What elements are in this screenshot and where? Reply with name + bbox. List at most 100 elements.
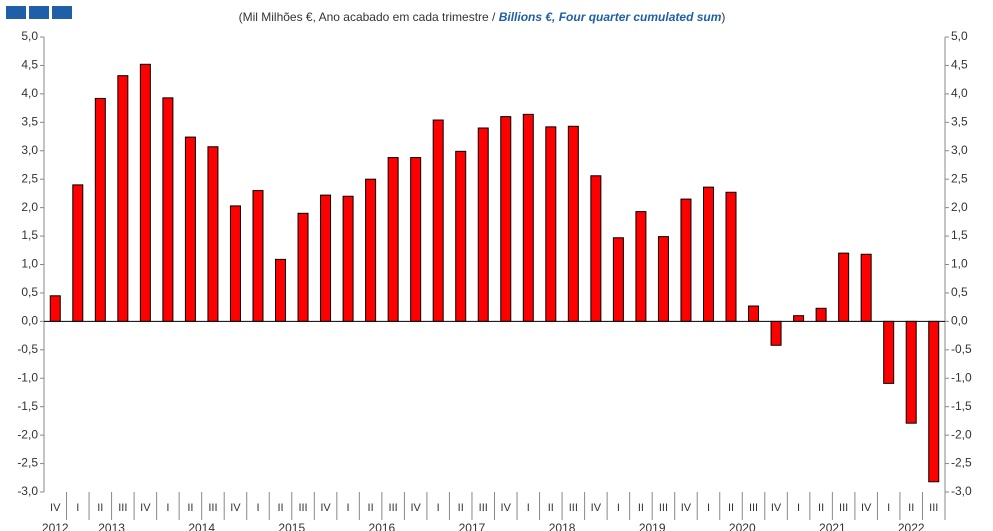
x-tick-label: I — [797, 502, 800, 514]
bar — [612, 237, 624, 322]
year-label: 2020 — [729, 521, 756, 531]
x-tick-label: IV — [140, 502, 151, 514]
x-tick-label: IV — [681, 502, 692, 514]
x-tick-label: I — [76, 502, 79, 514]
y2-tick-label: -3,0 — [951, 484, 972, 498]
bar — [455, 150, 467, 322]
x-tick-label: IV — [230, 502, 241, 514]
y2-tick-label: 2,0 — [951, 200, 968, 214]
bar — [883, 320, 895, 384]
title-end: ) — [721, 10, 725, 24]
bar — [410, 157, 422, 322]
y2-tick-label: 3,0 — [951, 143, 968, 157]
x-tick-label: III — [479, 502, 488, 514]
y-tick-label: 3,5 — [21, 114, 38, 128]
y2-tick-label: 1,0 — [951, 257, 968, 271]
x-tick-label: II — [187, 502, 193, 514]
y-tick-label: 1,0 — [21, 257, 38, 271]
y2-tick-label: 3,5 — [951, 114, 968, 128]
x-tick-label: III — [929, 502, 938, 514]
y2-tick-label: 2,5 — [951, 171, 968, 185]
bar — [365, 178, 377, 322]
x-tick-label: IV — [591, 502, 602, 514]
x-tick-label: II — [728, 502, 734, 514]
bar — [635, 211, 647, 322]
y2-tick-label: -1,5 — [951, 399, 972, 413]
x-tick-label: I — [437, 502, 440, 514]
year-label: 2015 — [278, 521, 305, 531]
y-tick-label: 3,0 — [21, 143, 38, 157]
x-tick-label: I — [707, 502, 710, 514]
x-tick-label: I — [347, 502, 350, 514]
bar — [387, 157, 399, 322]
y2-tick-label: -2,0 — [951, 427, 972, 441]
y2-tick-label: 1,5 — [951, 228, 968, 242]
x-tick-label: IV — [771, 502, 782, 514]
y2-tick-label: 0,0 — [951, 314, 968, 328]
logo-block — [29, 6, 49, 19]
y2-tick-label: -1,0 — [951, 370, 972, 384]
y-tick-label: -0,5 — [17, 342, 38, 356]
x-tick-label: III — [839, 502, 848, 514]
logo-block — [52, 6, 72, 19]
x-tick-label: II — [908, 502, 914, 514]
bar — [725, 191, 737, 322]
bar — [342, 195, 354, 322]
y2-tick-label: 5,0 — [951, 29, 968, 43]
year-label: 2022 — [898, 521, 925, 531]
bar — [748, 305, 760, 322]
bar — [545, 126, 557, 322]
x-tick-label: I — [527, 502, 530, 514]
bar — [297, 212, 309, 322]
year-label: 2019 — [639, 521, 666, 531]
y-tick-label: -3,0 — [17, 484, 38, 498]
bar — [275, 258, 287, 322]
y-tick-label: 2,0 — [21, 200, 38, 214]
bar — [139, 63, 151, 322]
title-pt: (Mil Milhões €, Ano acabado em cada trim… — [239, 10, 499, 24]
x-tick-label: III — [208, 502, 217, 514]
x-tick-label: I — [256, 502, 259, 514]
x-tick-label: II — [277, 502, 283, 514]
bar — [928, 320, 940, 483]
x-tick-label: I — [887, 502, 890, 514]
y-tick-label: -2,5 — [17, 456, 38, 470]
bar — [184, 136, 196, 322]
x-tick-label: IV — [410, 502, 421, 514]
bar — [207, 146, 219, 322]
year-label: 2018 — [549, 521, 576, 531]
bar — [320, 194, 332, 322]
y2-tick-label: 4,5 — [951, 58, 968, 72]
y-tick-label: 4,5 — [21, 58, 38, 72]
year-label: 2017 — [459, 521, 486, 531]
x-tick-label: II — [97, 502, 103, 514]
year-label: 2013 — [98, 521, 125, 531]
x-tick-label: II — [818, 502, 824, 514]
x-tick-label: III — [749, 502, 758, 514]
y-tick-label: -1,0 — [17, 370, 38, 384]
x-tick-label: IV — [320, 502, 331, 514]
y-tick-label: 5,0 — [21, 29, 38, 43]
y-tick-label: -2,0 — [17, 427, 38, 441]
x-tick-label: III — [659, 502, 668, 514]
bar — [117, 75, 129, 322]
chart-title: (Mil Milhões €, Ano acabado em cada trim… — [239, 10, 726, 24]
y2-tick-label: 4,0 — [951, 86, 968, 100]
bar — [477, 127, 489, 322]
y2-tick-label: -0,5 — [951, 342, 972, 356]
bar — [567, 125, 579, 322]
x-tick-label: III — [118, 502, 127, 514]
x-tick-label: II — [548, 502, 554, 514]
year-label: 2021 — [819, 521, 846, 531]
bar — [500, 116, 512, 322]
x-tick-label: II — [368, 502, 374, 514]
year-label: 2014 — [188, 521, 215, 531]
x-tick-label: IV — [861, 502, 872, 514]
bar — [815, 307, 827, 322]
x-tick-label: III — [569, 502, 578, 514]
bar — [860, 253, 872, 322]
bar — [252, 190, 264, 322]
y-tick-label: 4,0 — [21, 86, 38, 100]
year-label: 2012 — [42, 521, 69, 531]
